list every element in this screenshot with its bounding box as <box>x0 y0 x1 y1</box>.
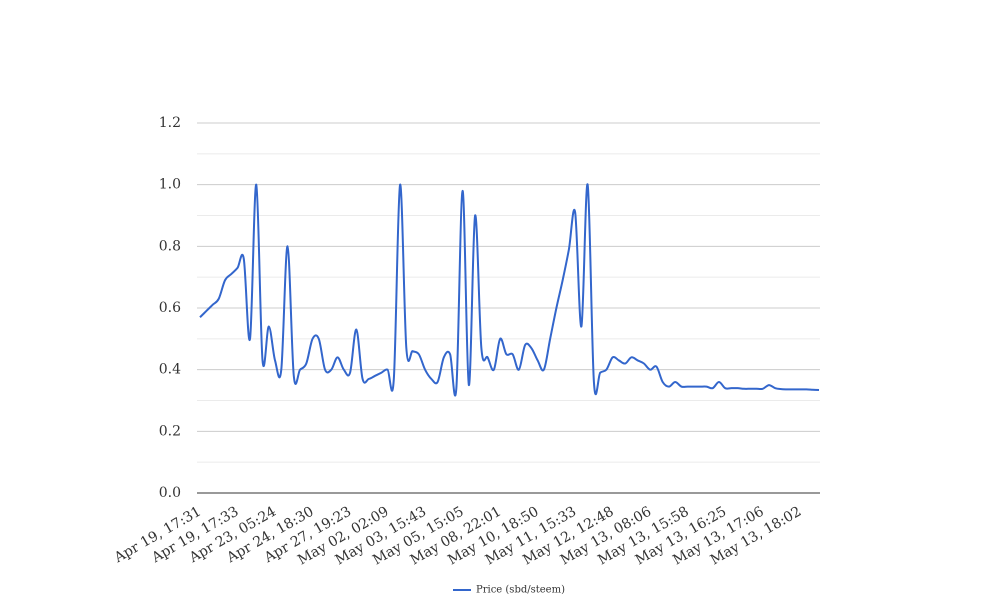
legend-label: Price (sbd/steem) <box>476 585 565 596</box>
y-tick-label: 0.2 <box>159 423 181 439</box>
y-tick-label: 1.2 <box>159 115 181 131</box>
y-tick-label: 0.8 <box>159 238 181 254</box>
y-tick-label: 0.0 <box>159 485 181 501</box>
y-tick-label: 1.0 <box>159 177 181 193</box>
series-line <box>199 183 820 397</box>
y-tick-label: 0.4 <box>159 362 181 378</box>
y-tick-label: 0.6 <box>159 300 181 316</box>
